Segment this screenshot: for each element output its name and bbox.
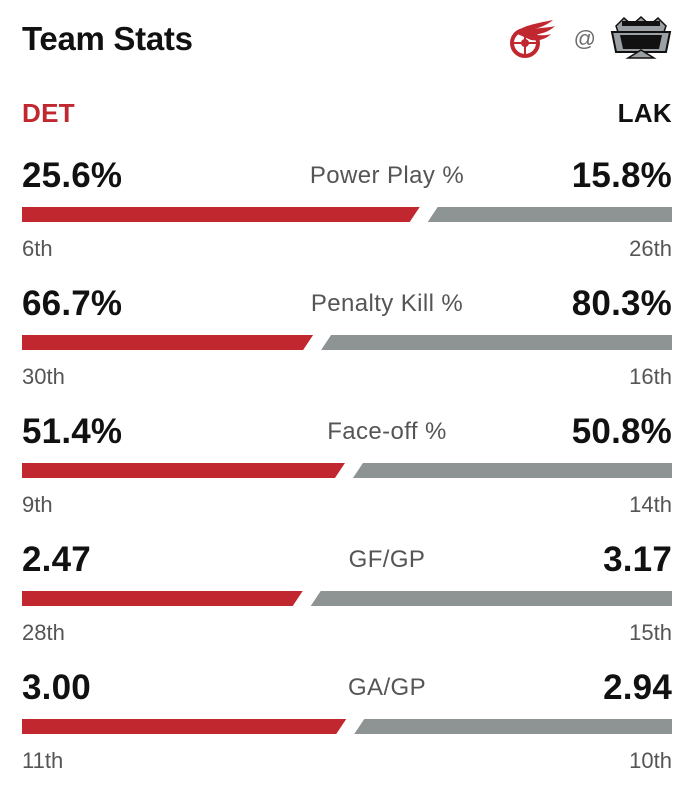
away-stat-rank: 11th [22,748,64,773]
away-stat-value: 3.00 [22,668,91,707]
home-team-abbr: LAK [617,98,672,128]
away-stat-value: 25.6% [22,156,123,195]
home-bar-segment [310,591,672,606]
matchup: @ [498,16,672,62]
stat-row-face-off: 51.4% 50.8% Face-off % 9th 14th [22,410,672,538]
away-bar-segment [22,335,314,350]
home-bar-segment [427,207,672,222]
stat-row-penalty-kill: 66.7% 80.3% Penalty Kill % 30th 16th [22,282,672,410]
away-stat-rank: 30th [22,364,65,389]
home-stat-value: 3.17 [603,540,672,579]
home-stat-value: 50.8% [571,412,672,451]
stat-row-goals-for-per-game: 2.47 3.17 GF/GP 28th 15th [22,538,672,666]
comparison-bar [22,463,672,478]
away-stat-rank: 28th [22,620,65,645]
team-row: DET LAK [22,98,672,129]
away-stat-rank: 6th [22,236,53,261]
kings-logo-icon[interactable] [610,16,672,62]
stat-label: GA/GP [347,674,427,701]
home-stat-rank: 10th [629,748,672,773]
away-stat-value: 2.47 [22,540,91,579]
comparison-bar [22,719,672,734]
comparison-bar [22,591,672,606]
home-bar-segment [354,719,672,734]
stat-label: Penalty Kill % [310,290,464,317]
stat-label: Power Play % [309,162,465,189]
home-stat-rank: 15th [629,620,672,645]
away-stat-value: 51.4% [22,412,123,451]
away-stat-value: 66.7% [22,284,123,323]
at-symbol: @ [573,26,596,51]
home-bar-segment [321,335,672,350]
away-stat-rank: 9th [22,492,53,517]
home-stat-value: 80.3% [571,284,672,323]
away-bar-segment [22,719,347,734]
home-stat-rank: 14th [629,492,672,517]
home-stat-value: 2.94 [603,668,672,707]
home-stat-rank: 16th [629,364,672,389]
page-title: Team Stats [22,20,193,57]
stat-label: Face-off % [327,418,447,445]
red-wings-logo-icon[interactable] [498,16,560,62]
stat-label: GF/GP [348,546,426,573]
away-bar-segment [22,591,303,606]
home-stat-value: 15.8% [571,156,672,195]
away-team-abbr: DET [22,98,75,128]
stat-row-goals-against-per-game: 3.00 2.94 GA/GP 11th 10th [22,666,672,794]
away-bar-segment [22,463,345,478]
home-stat-rank: 26th [629,236,672,261]
header: Team Stats @ [22,14,672,64]
stat-row-power-play: 25.6% 15.8% Power Play % 6th 26th [22,154,672,282]
comparison-bar [22,335,672,350]
home-bar-segment [352,463,672,478]
away-bar-segment [22,207,420,222]
comparison-bar [22,207,672,222]
